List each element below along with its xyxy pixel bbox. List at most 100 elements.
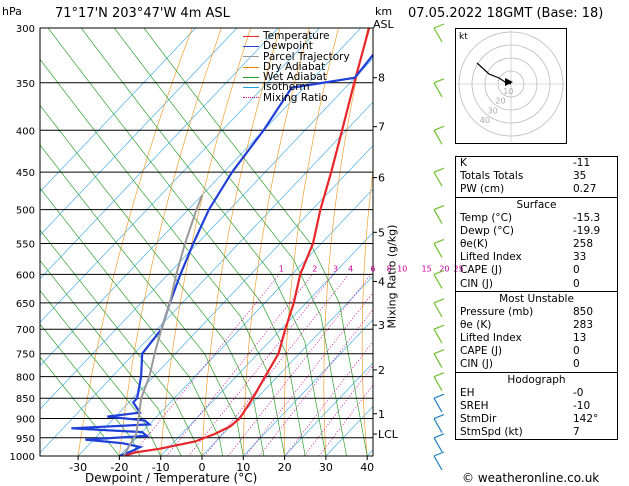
mixing-ratio-line — [227, 274, 372, 456]
isotherm-line — [284, 362, 373, 456]
legend-label: Temperature — [263, 30, 330, 42]
pressure-tick-label: 500 — [16, 206, 35, 217]
mixing-ratio-label: 6 — [370, 264, 375, 273]
mixing-ratio-label: 20 — [439, 264, 449, 273]
storm-motion-marker — [505, 78, 513, 86]
wind-barb-flag — [433, 413, 445, 420]
parcel-trajectory-profile — [122, 194, 204, 456]
wet-adiabat-line — [40, 356, 120, 456]
panel-row-label: Pressure (mb) — [460, 305, 534, 318]
wind-barb-flag — [433, 167, 445, 173]
legend-item: Dewpoint — [243, 41, 350, 52]
asl-unit-label: ASL — [373, 18, 394, 31]
panel-row-label: SREH — [460, 399, 489, 412]
pressure-tick-label: 750 — [16, 350, 35, 361]
panel-row-value: 142° — [573, 413, 599, 425]
hodograph-title: Hodograph — [507, 373, 566, 386]
panel-row-label: CIN (J) — [460, 277, 493, 290]
pressure-tick-label: 850 — [16, 394, 35, 405]
hodograph-ring-label: 40 — [480, 116, 490, 125]
isotherm-line — [40, 58, 373, 410]
panel-row-value: 33 — [573, 251, 587, 264]
wind-barb-flag — [433, 349, 445, 355]
x-axis-title: Dewpoint / Temperature (°C) — [85, 471, 258, 485]
wind-barb — [433, 455, 443, 470]
panel-row-value: 0 — [573, 358, 580, 371]
isotherm-line — [119, 188, 373, 456]
temperature-tick-label: 10 — [236, 461, 250, 474]
panel-row-label: PW (cm) — [460, 183, 505, 196]
legend-label: Mixing Ratio — [263, 91, 328, 104]
wind-barb-flag — [433, 324, 445, 330]
panel-row-label: StmSpd (kt) — [460, 426, 523, 439]
mixing-ratio-line — [130, 274, 280, 456]
panel-row: Pressure (mb) 850 — [456, 306, 617, 319]
legend-label: Wet Adiabat — [263, 71, 327, 84]
panel-row-value: -0 — [573, 386, 584, 399]
wind-barb — [433, 302, 443, 318]
legend-swatch — [243, 56, 259, 58]
legend-swatch — [243, 45, 259, 47]
panel-row: K -11 — [456, 157, 617, 170]
wind-barb-flag — [433, 205, 445, 211]
legend-label: Parcel Trajectory — [263, 50, 350, 63]
wind-barb-flag — [433, 238, 445, 245]
wind-barb — [433, 437, 443, 453]
pressure-tick-label: 600 — [16, 270, 35, 281]
mixing-ratio-label: 4 — [348, 264, 353, 273]
panel-row-value: -15.3 — [573, 211, 601, 224]
mixing-ratio-line — [166, 274, 314, 456]
panel-row-value: 0.27 — [573, 183, 597, 196]
pressure-tick-label: 950 — [16, 434, 35, 445]
legend-item: Parcel Trajectory — [243, 50, 350, 63]
panel-row-value: 35 — [573, 170, 587, 183]
panel-row: θe (K) 283 — [456, 319, 617, 332]
pressure-tick-label: 900 — [16, 415, 35, 426]
panel-row-value: 283 — [573, 318, 594, 331]
temperature-tick-label: -10 — [152, 461, 170, 474]
surface-title: Surface — [516, 198, 557, 211]
mixing-ratio-label: 10 — [397, 264, 407, 273]
hodograph-kt-label: kt — [459, 32, 468, 42]
most-unstable-title: Most Unstable — [499, 292, 574, 305]
pressure-tick-label: 800 — [16, 373, 35, 384]
wind-barb — [433, 376, 443, 391]
wet-adiabat-line — [40, 144, 244, 456]
temperature-tick-label: 20 — [278, 461, 292, 474]
temperature-tick-label: 40 — [360, 461, 374, 474]
mixing-ratio-label: 3 — [333, 264, 338, 273]
height-km-label: 5 — [378, 226, 385, 239]
km-unit-label: km — [375, 5, 393, 18]
hodograph-ring-label: 10 — [503, 87, 513, 96]
panel-row-label: Dewp (°C) — [460, 224, 514, 237]
mixing-ratio-label: 8 — [387, 264, 392, 273]
panel-row-value: 850 — [573, 305, 594, 318]
legend-label: Dry Adiabat — [263, 60, 326, 73]
panel-row: EH -0 — [456, 387, 617, 400]
wind-barb — [433, 353, 443, 369]
height-km-label: 3 — [378, 319, 385, 332]
panel-row: θe(K) 258 — [456, 238, 617, 251]
panel-row-value: 0 — [573, 345, 580, 358]
panel-row-label: EH — [460, 386, 475, 399]
mixing-ratio-label: 2 — [312, 264, 317, 273]
panel-row: CAPE (J) 0 — [456, 264, 617, 277]
wind-barb-flag — [433, 269, 445, 275]
legend-swatch — [243, 76, 259, 78]
panel-row-label: Lifted Index — [460, 251, 522, 264]
isotherm-line — [40, 28, 196, 193]
height-km-label: 8 — [378, 72, 385, 85]
mixing-ratio-label: 15 — [421, 264, 431, 273]
panel-row: StmDir 142° — [456, 413, 617, 426]
wind-barb — [433, 82, 443, 98]
wind-barb — [433, 171, 443, 187]
panel-row-label: CAPE (J) — [460, 264, 503, 277]
wind-barb — [433, 129, 443, 145]
panel-row-label: K — [460, 157, 467, 169]
pressure-tick-label: 350 — [16, 79, 35, 90]
panel-row: Totals Totals 35 — [456, 170, 617, 183]
mixing-ratio-line — [284, 340, 373, 456]
mixing-ratio-label: 25 — [453, 264, 463, 273]
